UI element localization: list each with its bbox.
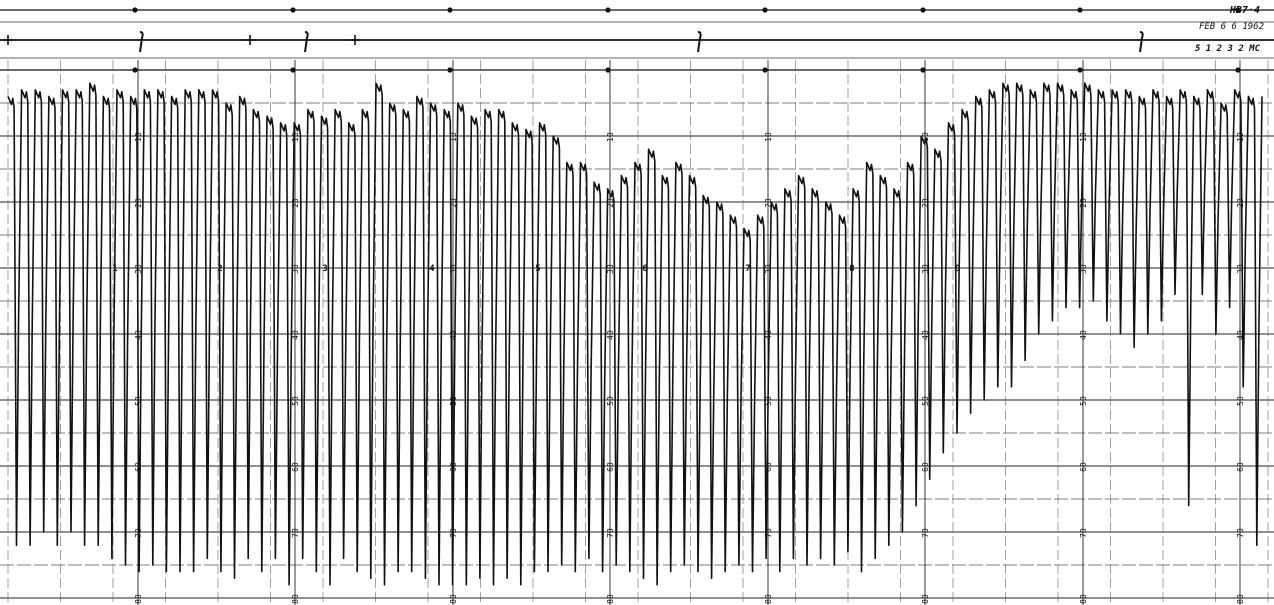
annotation-frequency: 5 1 2 3 2 MC bbox=[1194, 44, 1260, 54]
marker-dot bbox=[762, 67, 768, 73]
scale-label: 70 bbox=[1079, 528, 1088, 538]
scale-label: 20 bbox=[1079, 198, 1088, 208]
marker-dot bbox=[290, 67, 296, 73]
scale-label: 40 bbox=[291, 330, 300, 340]
scale-labels: 10 20 30 40 50 60 70 80 10 20 30 40 50 60 70 80 10 20 30 40… bbox=[134, 132, 1245, 604]
hour-label: 9 bbox=[955, 264, 960, 274]
marker-lines bbox=[0, 7, 1274, 73]
scale-label: 30 bbox=[134, 264, 143, 274]
scale-label: 50 bbox=[921, 396, 930, 406]
scale-label: 50 bbox=[291, 396, 300, 406]
annotation-code: HB7·4 bbox=[1229, 5, 1260, 16]
scale-label: 30 bbox=[291, 264, 300, 274]
scale-label: 20 bbox=[291, 198, 300, 208]
marker-dot bbox=[447, 67, 453, 73]
scale-label: 20 bbox=[764, 198, 773, 208]
scale-label: 70 bbox=[764, 528, 773, 538]
scale-label: 20 bbox=[1236, 198, 1245, 208]
scale-label: 80 bbox=[606, 594, 615, 604]
marker-dot bbox=[132, 67, 138, 73]
scale-label: 30 bbox=[606, 264, 615, 274]
cross-mark bbox=[3, 35, 13, 45]
hour-label: 7 bbox=[745, 264, 750, 274]
scale-label: 20 bbox=[134, 198, 143, 208]
marker-dot bbox=[1235, 67, 1241, 73]
scale-label: 30 bbox=[921, 264, 930, 274]
scale-label: 40 bbox=[921, 330, 930, 340]
hour-label: 6 bbox=[642, 264, 647, 274]
scale-label: 10 bbox=[449, 132, 458, 142]
event-mark bbox=[697, 31, 702, 53]
scale-label: 60 bbox=[764, 462, 773, 472]
scale-label: 70 bbox=[606, 528, 615, 538]
event-mark bbox=[304, 31, 309, 53]
horizontal-gridlines bbox=[0, 69, 1274, 599]
scale-label: 80 bbox=[134, 594, 143, 604]
hour-label: 4 bbox=[429, 264, 435, 274]
scale-label: 20 bbox=[449, 198, 458, 208]
marker-dot bbox=[920, 7, 926, 13]
scale-label: 20 bbox=[921, 198, 930, 208]
scale-label: 40 bbox=[606, 330, 615, 340]
annotation-date: FEB 6 6 1962 bbox=[1198, 22, 1264, 32]
scale-label: 80 bbox=[449, 594, 458, 604]
scale-label: 30 bbox=[449, 264, 458, 274]
scale-label: 10 bbox=[764, 132, 773, 142]
scale-label: 50 bbox=[1236, 396, 1245, 406]
marker-dot bbox=[447, 7, 453, 13]
scale-label: 60 bbox=[1236, 462, 1245, 472]
scale-label: 30 bbox=[1079, 264, 1088, 274]
marker-dot bbox=[920, 67, 926, 73]
scale-label: 50 bbox=[606, 396, 615, 406]
scale-label: 80 bbox=[1236, 594, 1245, 604]
scale-label: 10 bbox=[606, 132, 615, 142]
trace-line bbox=[7, 82, 1263, 586]
scale-label: 40 bbox=[1236, 330, 1245, 340]
marker-dot bbox=[1077, 67, 1083, 73]
scale-label: 70 bbox=[1236, 528, 1245, 538]
scale-label: 60 bbox=[1079, 462, 1088, 472]
event-mark bbox=[1139, 31, 1144, 53]
hour-label: 3 bbox=[322, 264, 327, 274]
cross-mark bbox=[245, 35, 255, 45]
scale-label: 40 bbox=[1079, 330, 1088, 340]
marker-dot bbox=[762, 7, 768, 13]
marker-dot bbox=[290, 7, 296, 13]
scale-label: 80 bbox=[1079, 594, 1088, 604]
scale-label: 70 bbox=[291, 528, 300, 538]
scale-label: 60 bbox=[606, 462, 615, 472]
scale-label: 60 bbox=[291, 462, 300, 472]
marker-dot bbox=[1235, 7, 1241, 13]
scale-label: 80 bbox=[921, 594, 930, 604]
scale-label: 70 bbox=[921, 528, 930, 538]
event-mark bbox=[139, 31, 144, 53]
scale-label: 10 bbox=[291, 132, 300, 142]
marker-dot bbox=[1077, 7, 1083, 13]
scale-label: 80 bbox=[291, 594, 300, 604]
scale-label: 50 bbox=[1079, 396, 1088, 406]
scale-label: 10 bbox=[134, 132, 143, 142]
scale-label: 20 bbox=[606, 198, 615, 208]
marker-dot bbox=[132, 7, 138, 13]
marker-dot bbox=[605, 67, 611, 73]
cross-mark bbox=[350, 35, 360, 45]
scale-label: 30 bbox=[1236, 264, 1245, 274]
scale-label: 40 bbox=[449, 330, 458, 340]
scale-label: 80 bbox=[764, 594, 773, 604]
scale-label: 10 bbox=[921, 132, 930, 142]
scale-label: 60 bbox=[921, 462, 930, 472]
scale-label: 30 bbox=[764, 264, 773, 274]
marker-dot bbox=[605, 7, 611, 13]
